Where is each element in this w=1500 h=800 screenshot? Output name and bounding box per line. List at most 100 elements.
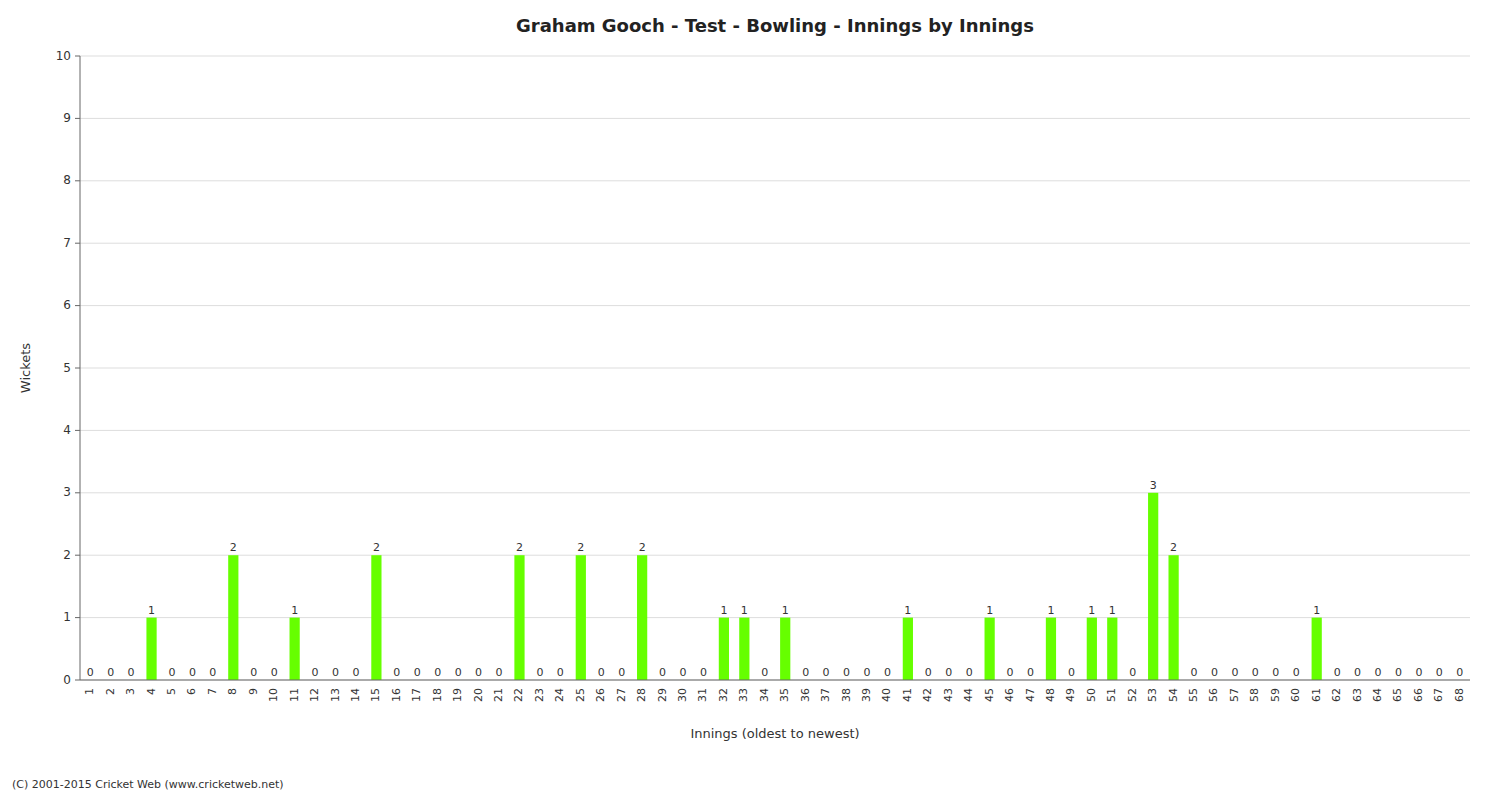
data-label: 0 [925, 666, 932, 679]
tick-label: 7 [63, 236, 71, 250]
bar [576, 555, 586, 680]
tick-label: 5 [63, 361, 71, 375]
grid-line [80, 118, 1470, 119]
data-label: 0 [107, 666, 114, 679]
tick-label: 22 [512, 688, 525, 702]
title: Graham Gooch - Test - Bowling - Innings … [516, 15, 1034, 36]
bars [146, 493, 1321, 680]
tick-label: 34 [758, 688, 771, 702]
tick-label: 32 [717, 688, 730, 702]
data-label: 0 [1191, 666, 1198, 679]
tick-label: 8 [63, 173, 71, 187]
tick-label: 7 [206, 688, 219, 695]
tick-label: 25 [574, 688, 587, 702]
tick-mark [75, 180, 80, 181]
tick-label: 67 [1432, 688, 1445, 702]
grid-line [80, 430, 1470, 431]
grid-line [80, 56, 1470, 57]
data-label: 0 [475, 666, 482, 679]
tick-mark [75, 555, 80, 556]
data-label: 0 [1129, 666, 1136, 679]
tick-mark [75, 430, 80, 431]
footer-note: (C) 2001-2015 Cricket Web (www.cricketwe… [12, 778, 284, 791]
tick-label: 39 [860, 688, 873, 702]
tick-label: 1 [63, 610, 71, 624]
data-label: 0 [618, 666, 625, 679]
tick-label: 5 [165, 688, 178, 695]
data-label: 1 [741, 604, 748, 617]
x-axis: 1234567891011121314151617181920212223242… [83, 688, 1466, 702]
tick-label: 3 [63, 485, 71, 499]
data-label: 1 [291, 604, 298, 617]
bar [290, 618, 300, 680]
data-label: 0 [1068, 666, 1075, 679]
data-label: 0 [802, 666, 809, 679]
tick-label: 2 [104, 688, 117, 695]
tick-label: 3 [124, 688, 137, 695]
tick-label: 10 [56, 49, 71, 63]
data-label: 0 [414, 666, 421, 679]
tick-label: 29 [656, 688, 669, 702]
tick-label: 33 [737, 688, 750, 702]
tick-label: 38 [840, 688, 853, 702]
data-label: 0 [1436, 666, 1443, 679]
tick-label: 19 [451, 688, 464, 702]
tick-label: 59 [1269, 688, 1282, 702]
data-label: 0 [945, 666, 952, 679]
tick-label: 36 [799, 688, 812, 702]
tick-label: 23 [533, 688, 546, 702]
bar [1168, 555, 1178, 680]
tick-mark [75, 492, 80, 493]
tick-label: 40 [880, 688, 893, 702]
data-label: 2 [639, 541, 646, 554]
x-axis-line [80, 680, 1470, 681]
grid-line [80, 555, 1470, 556]
bar [985, 618, 995, 680]
grid-line [80, 368, 1470, 369]
data-label: 0 [843, 666, 850, 679]
tick-mark [75, 243, 80, 244]
data-labels: 0001000200100020000002002002000110100000… [87, 479, 1464, 679]
data-label: 0 [271, 666, 278, 679]
data-label: 0 [189, 666, 196, 679]
tick-label: 53 [1146, 688, 1159, 702]
tick-label: 10 [267, 688, 280, 702]
bar [146, 618, 156, 680]
tick-label: 58 [1248, 688, 1261, 702]
tick-mark [75, 56, 80, 57]
tick-label: 54 [1167, 688, 1180, 702]
data-label: 0 [557, 666, 564, 679]
data-label: 0 [87, 666, 94, 679]
bar [1148, 493, 1158, 680]
data-label: 0 [168, 666, 175, 679]
data-label: 1 [986, 604, 993, 617]
tick-label: 4 [145, 688, 158, 695]
data-label: 1 [1047, 604, 1054, 617]
tick-label: 60 [1289, 688, 1302, 702]
data-label: 0 [496, 666, 503, 679]
data-label: 0 [598, 666, 605, 679]
tick-label: 9 [63, 111, 71, 125]
tick-label: 68 [1453, 688, 1466, 702]
data-label: 2 [1170, 541, 1177, 554]
tick-label: 46 [1003, 688, 1016, 702]
data-label: 1 [782, 604, 789, 617]
tick-label: 2 [63, 548, 71, 562]
tick-label: 31 [696, 688, 709, 702]
grid-line [80, 243, 1470, 244]
tick-label: 66 [1412, 688, 1425, 702]
data-label: 1 [720, 604, 727, 617]
data-label: 1 [1313, 604, 1320, 617]
bar [780, 618, 790, 680]
tick-label: 9 [247, 688, 260, 695]
data-label: 2 [577, 541, 584, 554]
y-axis-label: Wickets [18, 343, 33, 393]
tick-label: 48 [1044, 688, 1057, 702]
data-label: 0 [1007, 666, 1014, 679]
data-label: 0 [884, 666, 891, 679]
tick-mark [75, 617, 80, 618]
grid-line [80, 305, 1470, 306]
bar [371, 555, 381, 680]
data-label: 0 [1272, 666, 1279, 679]
bar [1107, 618, 1117, 680]
